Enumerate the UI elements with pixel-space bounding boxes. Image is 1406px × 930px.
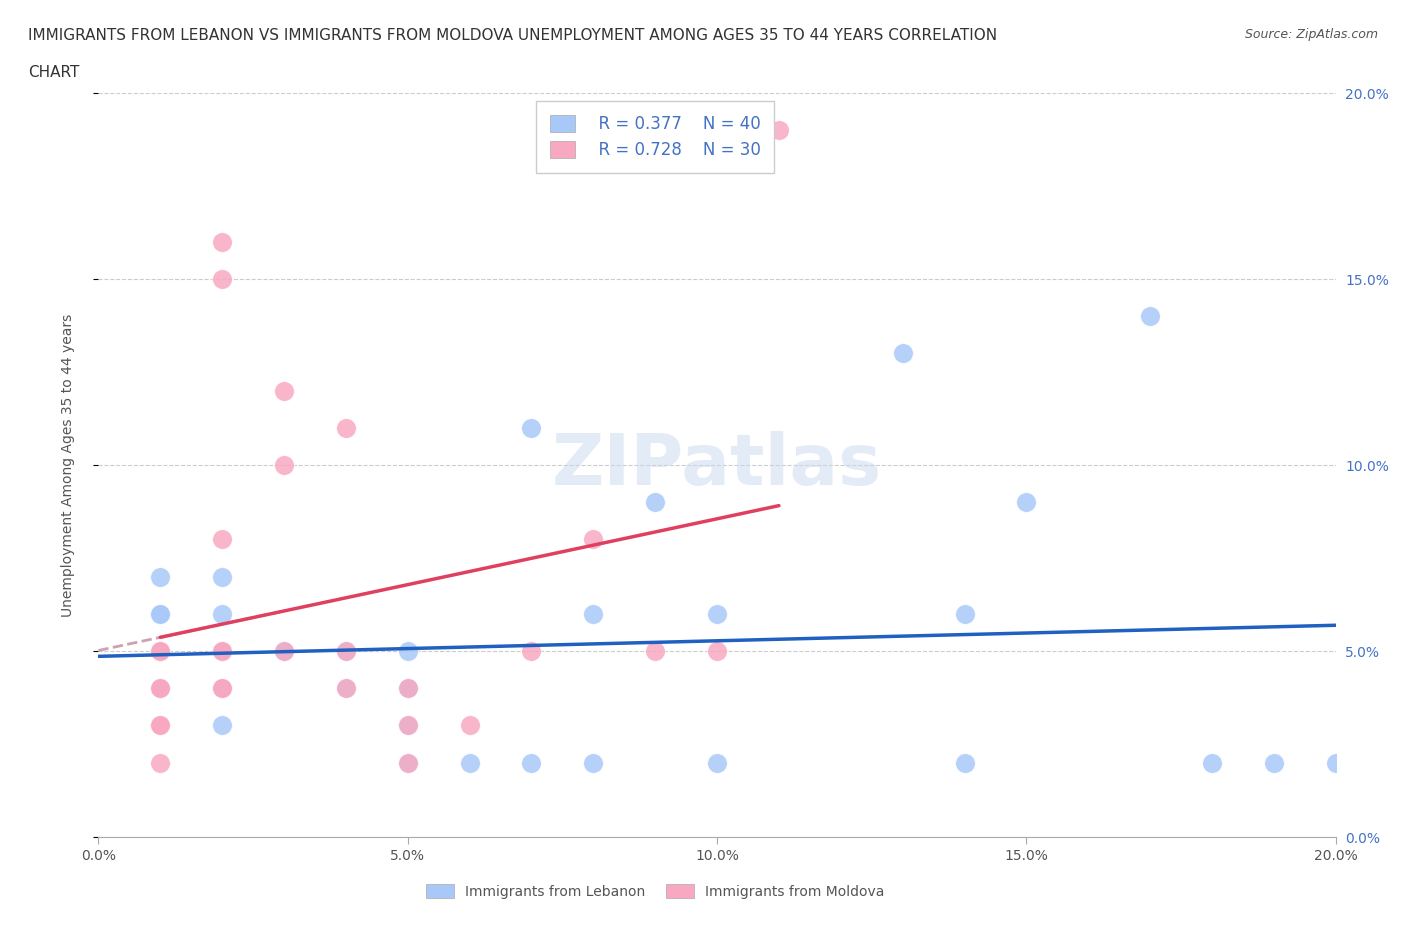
Point xyxy=(520,420,543,435)
Point xyxy=(582,606,605,621)
Point xyxy=(520,755,543,770)
Point xyxy=(582,755,605,770)
Point xyxy=(211,644,233,658)
Point xyxy=(335,644,357,658)
Point xyxy=(273,458,295,472)
Point xyxy=(335,420,357,435)
Point xyxy=(396,718,419,733)
Point xyxy=(149,569,172,584)
Point xyxy=(644,495,666,510)
Point xyxy=(273,644,295,658)
Point xyxy=(149,681,172,696)
Point xyxy=(396,681,419,696)
Point xyxy=(149,644,172,658)
Point xyxy=(149,681,172,696)
Point xyxy=(149,644,172,658)
Point xyxy=(1324,755,1347,770)
Point xyxy=(149,718,172,733)
Point xyxy=(396,755,419,770)
Point xyxy=(335,644,357,658)
Point xyxy=(396,681,419,696)
Point xyxy=(458,718,481,733)
Point xyxy=(706,606,728,621)
Text: IMMIGRANTS FROM LEBANON VS IMMIGRANTS FROM MOLDOVA UNEMPLOYMENT AMONG AGES 35 TO: IMMIGRANTS FROM LEBANON VS IMMIGRANTS FR… xyxy=(28,28,997,43)
Point xyxy=(211,644,233,658)
Point xyxy=(211,681,233,696)
Point xyxy=(149,755,172,770)
Y-axis label: Unemployment Among Ages 35 to 44 years: Unemployment Among Ages 35 to 44 years xyxy=(60,313,75,617)
Point xyxy=(396,755,419,770)
Point xyxy=(335,681,357,696)
Point xyxy=(953,755,976,770)
Point xyxy=(149,644,172,658)
Point xyxy=(149,644,172,658)
Point xyxy=(953,606,976,621)
Point xyxy=(644,644,666,658)
Text: CHART: CHART xyxy=(28,65,80,80)
Point xyxy=(706,644,728,658)
Point xyxy=(149,644,172,658)
Point xyxy=(211,644,233,658)
Point xyxy=(211,681,233,696)
Point xyxy=(211,532,233,547)
Point xyxy=(211,272,233,286)
Point xyxy=(149,644,172,658)
Legend: Immigrants from Lebanon, Immigrants from Moldova: Immigrants from Lebanon, Immigrants from… xyxy=(420,879,890,905)
Point xyxy=(211,234,233,249)
Point xyxy=(396,644,419,658)
Point xyxy=(1201,755,1223,770)
Point xyxy=(396,718,419,733)
Point xyxy=(211,644,233,658)
Point xyxy=(211,644,233,658)
Point xyxy=(273,383,295,398)
Point xyxy=(891,346,914,361)
Point xyxy=(273,644,295,658)
Point xyxy=(211,644,233,658)
Point xyxy=(211,569,233,584)
Point xyxy=(149,606,172,621)
Point xyxy=(1139,309,1161,324)
Point xyxy=(458,755,481,770)
Point xyxy=(520,644,543,658)
Point xyxy=(396,681,419,696)
Text: ZIPatlas: ZIPatlas xyxy=(553,431,882,499)
Point xyxy=(1015,495,1038,510)
Text: Source: ZipAtlas.com: Source: ZipAtlas.com xyxy=(1244,28,1378,41)
Point xyxy=(273,644,295,658)
Point xyxy=(706,755,728,770)
Point xyxy=(335,681,357,696)
Point xyxy=(768,123,790,138)
Point xyxy=(1263,755,1285,770)
Point xyxy=(149,681,172,696)
Point xyxy=(149,606,172,621)
Point xyxy=(582,532,605,547)
Point xyxy=(149,718,172,733)
Point xyxy=(211,606,233,621)
Point xyxy=(211,681,233,696)
Point xyxy=(211,718,233,733)
